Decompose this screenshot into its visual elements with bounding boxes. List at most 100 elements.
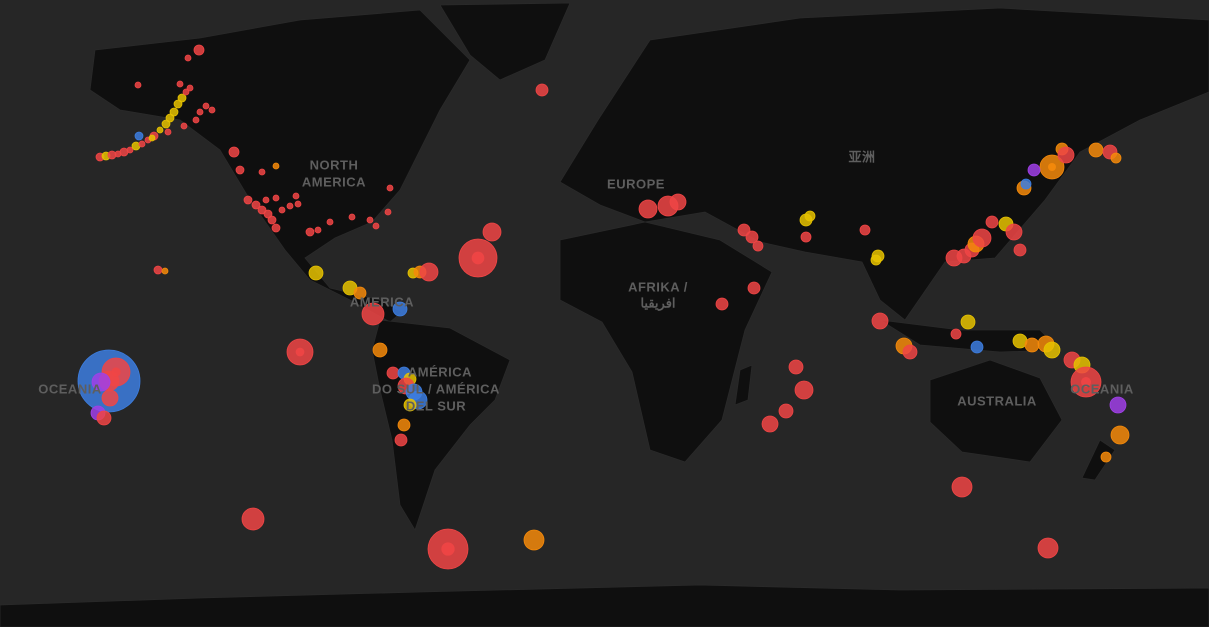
earthquake-marker[interactable] — [1043, 341, 1061, 359]
earthquake-marker[interactable] — [286, 202, 294, 210]
earthquake-marker[interactable] — [1057, 146, 1075, 164]
earthquake-marker[interactable] — [778, 403, 794, 419]
earthquake-marker[interactable] — [950, 328, 962, 340]
earthquake-marker[interactable] — [267, 215, 277, 225]
earthquake-marker[interactable] — [972, 228, 992, 248]
earthquake-marker[interactable] — [752, 240, 764, 252]
earthquake-marker[interactable] — [186, 84, 194, 92]
earthquake-marker[interactable] — [101, 389, 119, 407]
earthquake-marker[interactable] — [523, 529, 545, 551]
earthquake-marker[interactable] — [403, 398, 417, 412]
earthquake-marker[interactable] — [1013, 243, 1027, 257]
earthquake-marker[interactable] — [251, 200, 261, 210]
earthquake-marker[interactable] — [397, 418, 411, 432]
earthquake-marker[interactable] — [1005, 223, 1023, 241]
earthquake-marker[interactable] — [161, 267, 169, 275]
earthquake-marker[interactable] — [348, 213, 356, 221]
earthquake-marker[interactable] — [1020, 178, 1032, 190]
earthquake-marker[interactable] — [305, 227, 315, 237]
earthquake-marker[interactable] — [193, 44, 205, 56]
earthquake-marker[interactable] — [96, 410, 112, 426]
earthquake-marker[interactable] — [638, 199, 658, 219]
earthquake-marker[interactable] — [202, 102, 210, 110]
earthquake-marker[interactable] — [960, 314, 976, 330]
earthquake-marker[interactable] — [257, 205, 267, 215]
earthquake-marker[interactable] — [184, 54, 192, 62]
earthquake-marker[interactable] — [800, 231, 812, 243]
earthquake-marker[interactable] — [272, 162, 280, 170]
earthquake-marker[interactable] — [871, 312, 889, 330]
earthquake-marker[interactable] — [715, 297, 729, 311]
earthquake-marker[interactable] — [192, 116, 200, 124]
earthquake-marker[interactable] — [176, 80, 184, 88]
earthquake-marker[interactable] — [180, 122, 188, 130]
earthquake-marker[interactable] — [1088, 142, 1104, 158]
earthquake-marker[interactable] — [262, 196, 270, 204]
earthquake-marker[interactable] — [419, 262, 439, 282]
earthquake-marker[interactable] — [164, 128, 172, 136]
earthquake-marker[interactable] — [794, 380, 814, 400]
earthquake-marker[interactable] — [372, 222, 380, 230]
earthquake-marker[interactable] — [134, 81, 142, 89]
earthquake-marker[interactable] — [386, 184, 394, 192]
earthquake-marker[interactable] — [161, 119, 171, 129]
earthquake-marker[interactable] — [859, 224, 871, 236]
earthquake-marker[interactable] — [737, 223, 751, 237]
earthquake-marker[interactable] — [258, 168, 266, 176]
earthquake-marker[interactable] — [326, 218, 334, 226]
earthquake-marker[interactable] — [1037, 537, 1059, 559]
earthquake-marker[interactable] — [788, 359, 804, 375]
earthquake-marker[interactable] — [482, 222, 502, 242]
earthquake-marker[interactable] — [272, 194, 280, 202]
earthquake-marker[interactable] — [263, 209, 273, 219]
earthquake-marker[interactable] — [902, 344, 918, 360]
earthquake-marker[interactable] — [1110, 152, 1122, 164]
earthquake-marker[interactable] — [394, 433, 408, 447]
earthquake-marker[interactable] — [804, 210, 816, 222]
earthquake-marker[interactable] — [156, 126, 164, 134]
earthquake-marker[interactable] — [148, 134, 156, 142]
earthquake-marker[interactable] — [235, 165, 245, 175]
earthquake-marker[interactable] — [208, 106, 216, 114]
earthquake-marker[interactable] — [366, 216, 374, 224]
earthquake-marker[interactable] — [669, 193, 687, 211]
earthquake-marker[interactable] — [1109, 396, 1127, 414]
earthquake-marker[interactable] — [228, 146, 240, 158]
earthquake-marker[interactable] — [243, 195, 253, 205]
earthquake-marker[interactable] — [138, 140, 146, 148]
earthquake-marker[interactable] — [278, 206, 286, 214]
earthquake-marker[interactable] — [747, 281, 761, 295]
earthquake-marker[interactable] — [165, 113, 175, 123]
earthquake-marker[interactable] — [1024, 337, 1040, 353]
earthquake-marker[interactable] — [761, 415, 779, 433]
earthquake-marker[interactable] — [372, 342, 388, 358]
earthquake-marker[interactable] — [951, 476, 973, 498]
earthquake-marker[interactable] — [271, 223, 281, 233]
earthquake-marker[interactable] — [745, 230, 759, 244]
earthquake-marker[interactable] — [870, 254, 882, 266]
earthquake-marker[interactable] — [153, 265, 163, 275]
earthquake-marker[interactable] — [353, 286, 367, 300]
earthquake-marker[interactable] — [294, 200, 302, 208]
earthquake-marker[interactable] — [241, 507, 265, 531]
earthquake-marker[interactable] — [1027, 163, 1041, 177]
earthquake-marker[interactable] — [361, 302, 385, 326]
earthquake-marker[interactable] — [126, 146, 134, 154]
earthquake-marker[interactable] — [970, 340, 984, 354]
earthquake-marker[interactable] — [985, 215, 999, 229]
earthquake-marker[interactable] — [177, 93, 187, 103]
earthquake-marker[interactable] — [91, 372, 111, 392]
earthquake-marker[interactable] — [314, 226, 322, 234]
earthquake-marker[interactable] — [1110, 425, 1130, 445]
earthquake-marker[interactable] — [134, 131, 144, 141]
earthquake-marker[interactable] — [182, 88, 190, 96]
earthquake-marker[interactable] — [292, 192, 300, 200]
earthquake-marker[interactable] — [386, 366, 400, 380]
earthquake-marker[interactable] — [392, 301, 408, 317]
earthquake-marker[interactable] — [308, 265, 324, 281]
earthquake-marker[interactable] — [196, 108, 204, 116]
earthquake-marker[interactable] — [535, 83, 549, 97]
earthquake-marker[interactable] — [173, 99, 183, 109]
earthquake-marker[interactable] — [169, 107, 179, 117]
earthquake-marker[interactable] — [384, 208, 392, 216]
